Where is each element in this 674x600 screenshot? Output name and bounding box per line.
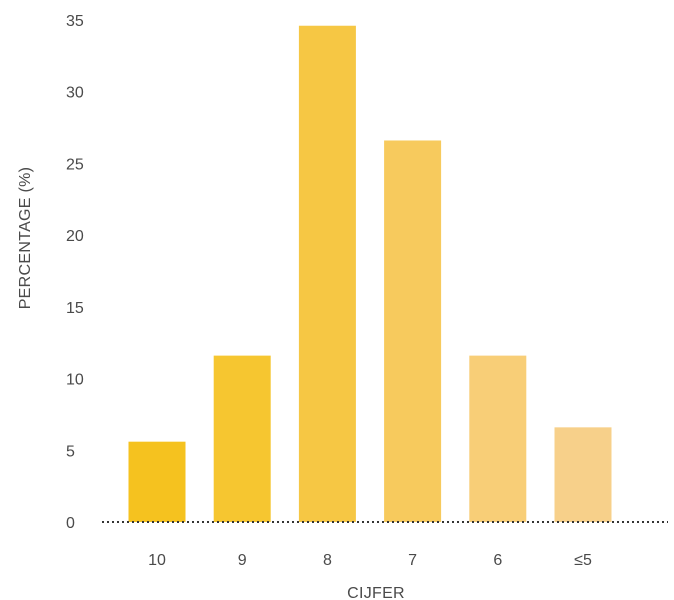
y-tick-label: 20 <box>66 228 84 245</box>
bar <box>469 355 527 522</box>
x-axis-title: CIJFER <box>347 585 405 600</box>
bar <box>298 25 356 522</box>
y-axis-ticks: 0 5 10 15 20 25 30 35 <box>66 13 84 532</box>
bar <box>213 355 271 522</box>
y-tick-label: 5 <box>66 443 75 460</box>
bar <box>128 441 186 522</box>
x-axis-ticks: 10 9 8 7 6 ≤5 <box>148 552 592 569</box>
y-tick-label: 30 <box>66 85 84 102</box>
y-tick-label: 0 <box>66 515 75 532</box>
x-tick-label: ≤5 <box>574 552 592 569</box>
bar <box>384 140 442 523</box>
y-tick-label: 10 <box>66 372 84 389</box>
y-tick-label: 35 <box>66 13 84 30</box>
y-tick-label: 25 <box>66 156 84 173</box>
y-tick-label: 15 <box>66 300 84 317</box>
bars <box>128 25 612 523</box>
x-tick-label: 7 <box>408 552 417 569</box>
x-tick-label: 10 <box>148 552 166 569</box>
bar <box>554 427 612 522</box>
x-tick-label: 8 <box>323 552 332 569</box>
y-axis-title: PERCENTAGE (%) <box>17 167 34 310</box>
x-tick-label: 9 <box>238 552 247 569</box>
x-tick-label: 6 <box>493 552 502 569</box>
